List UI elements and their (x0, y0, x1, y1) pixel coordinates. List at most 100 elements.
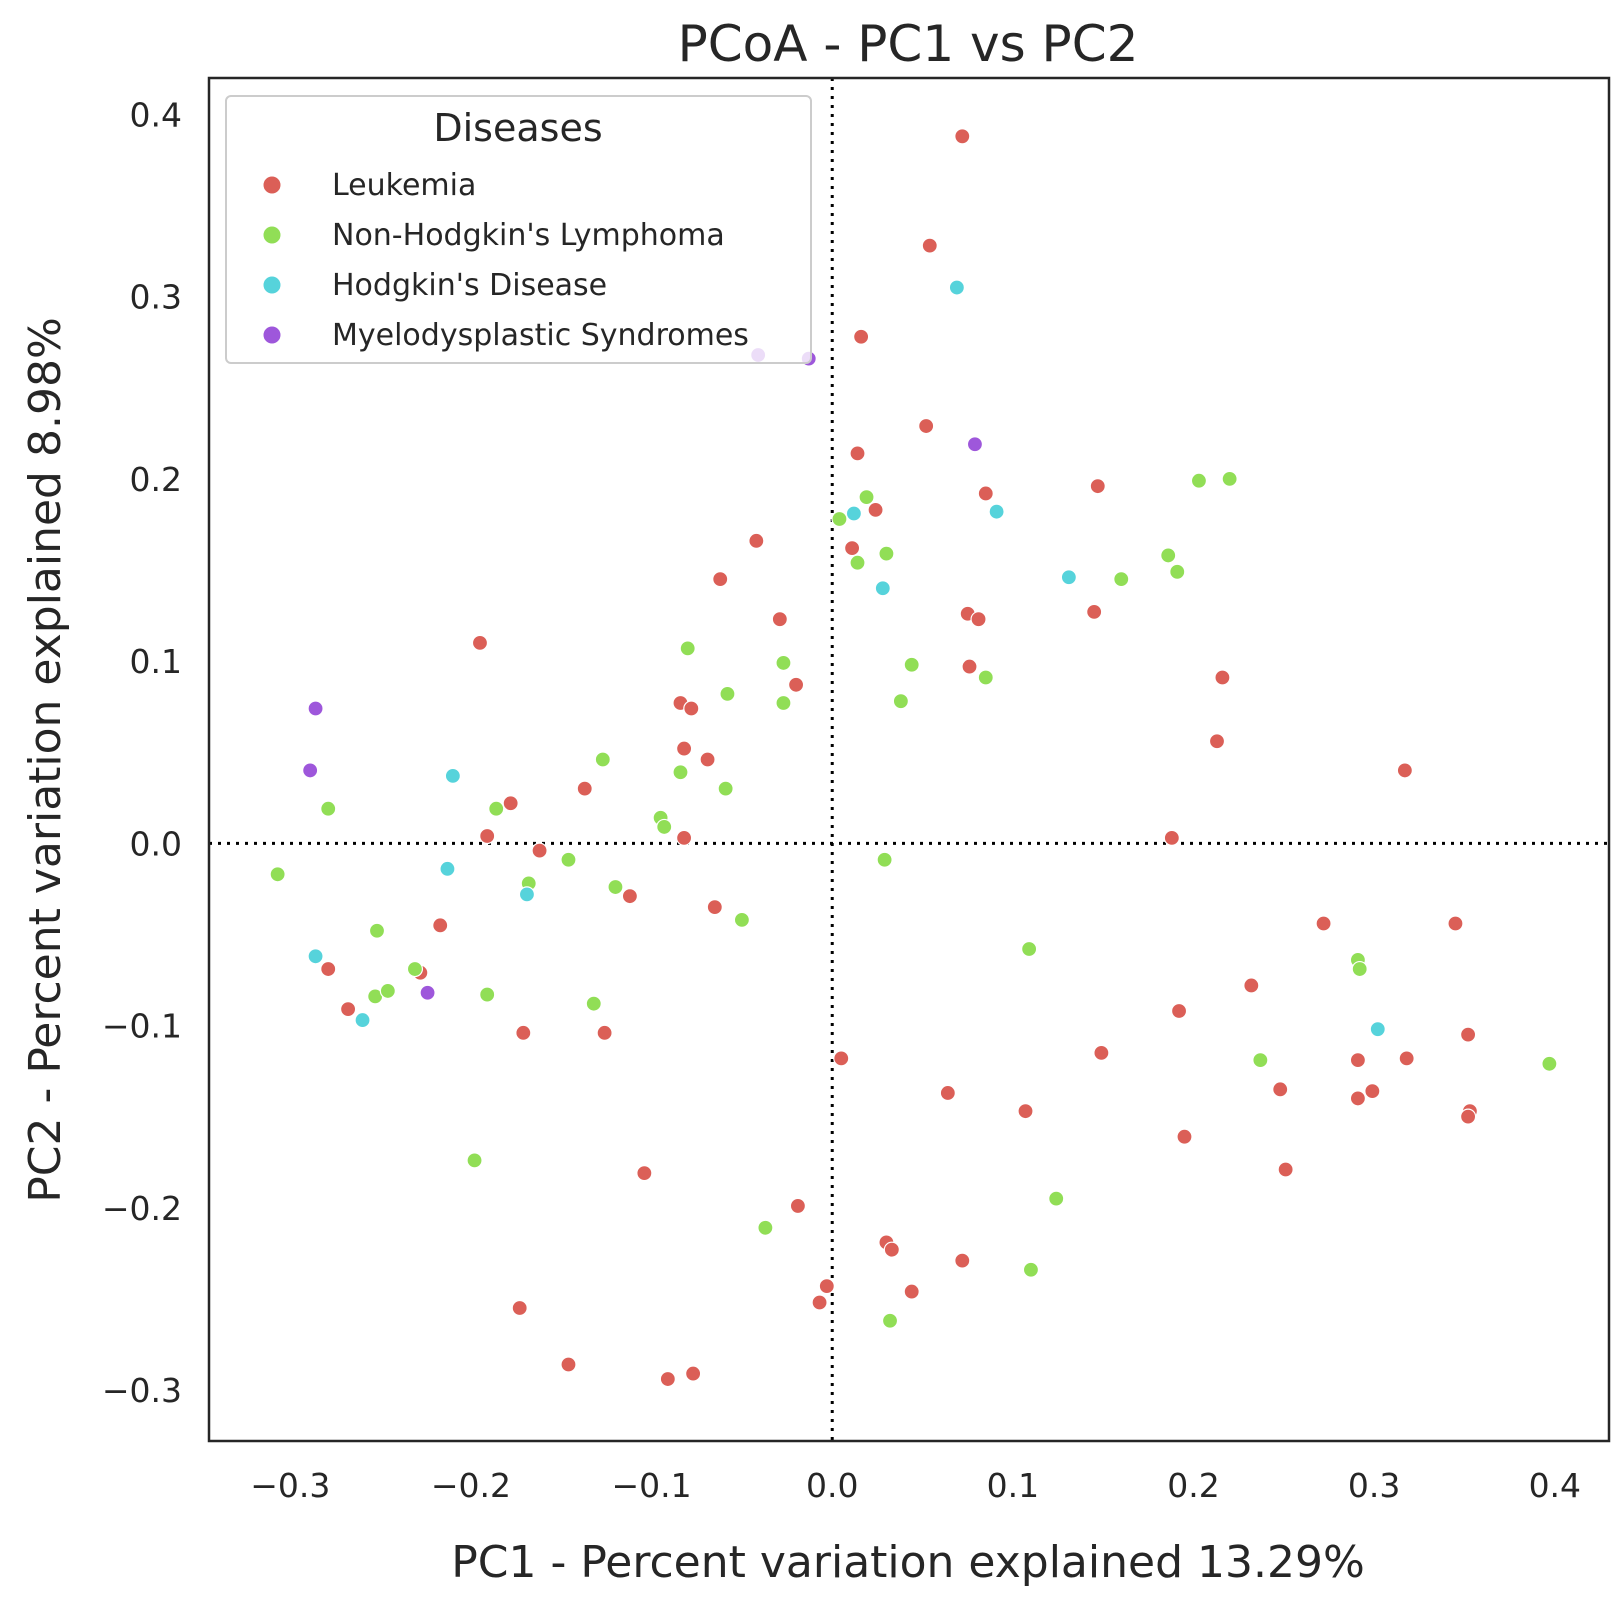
legend-label: Non-Hodgkin's Lymphoma (332, 218, 725, 253)
point-leukemia-22 (1396, 762, 1413, 779)
point-leukemia-34 (1315, 915, 1332, 932)
point-non-hodgkin-s-lymphoma-15 (892, 693, 909, 710)
x-tick-label: −0.1 (612, 1466, 692, 1505)
point-leukemia-6 (1089, 478, 1106, 495)
point-hodgkin-s-disease-10 (1369, 1021, 1386, 1038)
y-tick-label: 0.1 (130, 642, 182, 681)
point-leukemia-68 (685, 1365, 702, 1382)
point-leukemia-38 (1243, 977, 1260, 994)
point-leukemia-62 (818, 1278, 835, 1295)
x-tick-label: −0.2 (431, 1466, 511, 1505)
point-leukemia-49 (939, 1084, 956, 1102)
y-tick-label: −0.3 (102, 1371, 182, 1410)
point-hodgkin-s-disease-8 (307, 948, 324, 965)
point-leukemia-40 (1170, 1002, 1188, 1020)
point-leukemia-45 (1093, 1044, 1110, 1061)
point-non-hodgkin-s-lymphoma-4 (849, 554, 866, 571)
legend: Diseases Leukemia Non-Hodgkin's Lymphoma H… (225, 95, 812, 364)
point-leukemia-30 (531, 842, 548, 859)
x-tick-label: 0.3 (1348, 1466, 1400, 1505)
y-axis-ticks: −0.3 −0.2 −0.1 0.0 0.1 0.2 0.3 0.4 (102, 95, 182, 1410)
point-non-hodgkin-s-lymphoma-20 (488, 800, 505, 817)
legend-marker (262, 325, 282, 345)
point-non-hodgkin-s-lymphoma-18 (717, 780, 734, 797)
point-leukemia-24 (699, 751, 716, 768)
point-non-hodgkin-s-lymphoma-28 (733, 911, 751, 928)
point-non-hodgkin-s-lymphoma-11 (903, 656, 920, 673)
point-non-hodgkin-s-lymphoma-27 (607, 878, 624, 896)
point-hodgkin-s-disease-7 (518, 886, 536, 903)
point-leukemia-25 (576, 780, 593, 797)
point-leukemia-42 (596, 1024, 613, 1041)
point-non-hodgkin-s-lymphoma-1 (1221, 470, 1238, 487)
y-tick-label: −0.1 (102, 1007, 182, 1046)
point-hodgkin-s-disease-3 (1060, 569, 1077, 586)
point-leukemia-2 (853, 328, 870, 345)
point-leukemia-17 (787, 676, 805, 693)
point-non-hodgkin-s-lymphoma-19 (320, 800, 337, 817)
point-leukemia-32 (706, 898, 723, 916)
x-axis-title: PC1 - Percent variation explained 13.29% (451, 1537, 1365, 1588)
point-non-hodgkin-s-lymphoma-39 (1541, 1055, 1558, 1072)
point-non-hodgkin-s-lymphoma-22 (656, 818, 673, 836)
point-non-hodgkin-s-lymphoma-17 (672, 764, 689, 781)
point-non-hodgkin-s-lymphoma-23 (560, 851, 577, 868)
point-leukemia-52 (1017, 1103, 1034, 1120)
x-axis-ticks: −0.3 −0.2 −0.1 0.0 0.1 0.2 0.3 0.4 (250, 1466, 1581, 1505)
point-non-hodgkin-s-lymphoma-38 (1252, 1052, 1269, 1069)
point-leukemia-51 (1349, 1090, 1367, 1107)
point-leukemia-7 (867, 501, 884, 518)
point-non-hodgkin-s-lymphoma-25 (269, 866, 286, 883)
point-leukemia-8 (843, 540, 861, 557)
x-tick-label: −0.3 (250, 1466, 330, 1505)
point-hodgkin-s-disease-6 (439, 860, 456, 877)
point-leukemia-56 (636, 1165, 653, 1182)
point-non-hodgkin-s-lymphoma-42 (757, 1219, 774, 1236)
x-tick-label: 0.1 (987, 1466, 1039, 1505)
y-axis-title: PC2 - Percent variation explained 8.98% (20, 317, 71, 1203)
point-non-hodgkin-s-lymphoma-36 (479, 986, 496, 1003)
point-leukemia-11 (771, 611, 788, 628)
point-leukemia-57 (1277, 1161, 1294, 1178)
point-leukemia-43 (1459, 1026, 1477, 1043)
point-non-hodgkin-s-lymphoma-6 (1160, 547, 1177, 564)
point-non-hodgkin-s-lymphoma-14 (775, 694, 792, 712)
chart-title: PCoA - PC1 vs PC2 (678, 15, 1139, 73)
point-leukemia-18 (1214, 669, 1231, 686)
legend-marker (262, 175, 282, 195)
point-non-hodgkin-s-lymphoma-2 (858, 489, 875, 506)
point-leukemia-66 (560, 1356, 577, 1373)
y-tick-label: 0.0 (130, 824, 182, 863)
point-leukemia-20 (683, 700, 700, 717)
point-leukemia-44 (833, 1050, 850, 1067)
point-non-hodgkin-s-lymphoma-3 (831, 510, 848, 528)
point-leukemia-23 (675, 740, 693, 757)
point-leukemia-67 (659, 1370, 676, 1388)
point-leukemia-15 (471, 634, 489, 651)
data-points (269, 128, 1558, 1388)
point-leukemia-46 (1349, 1052, 1367, 1069)
reference-lines (209, 78, 1609, 1441)
point-non-hodgkin-s-lymphoma-8 (1113, 571, 1130, 588)
point-leukemia-14 (1086, 603, 1103, 621)
point-leukemia-64 (811, 1294, 828, 1311)
point-leukemia-58 (789, 1197, 807, 1215)
point-leukemia-27 (479, 827, 496, 845)
y-tick-label: 0.2 (130, 460, 182, 499)
point-leukemia-48 (1272, 1081, 1289, 1098)
y-tick-label: 0.4 (130, 95, 182, 134)
point-myelodysplastic-syndromes-3 (307, 700, 324, 717)
point-non-hodgkin-s-lymphoma-13 (719, 685, 736, 703)
point-leukemia-13 (970, 611, 987, 628)
point-leukemia-29 (1163, 829, 1180, 846)
point-leukemia-3 (918, 417, 935, 435)
point-non-hodgkin-s-lymphoma-0 (1190, 472, 1208, 489)
point-leukemia-9 (748, 532, 765, 549)
point-leukemia-10 (712, 571, 729, 588)
legend-label: Leukemia (332, 168, 476, 203)
point-hodgkin-s-disease-2 (988, 503, 1005, 520)
point-leukemia-5 (977, 485, 994, 502)
point-hodgkin-s-disease-9 (354, 1011, 371, 1029)
point-non-hodgkin-s-lymphoma-40 (466, 1152, 483, 1169)
